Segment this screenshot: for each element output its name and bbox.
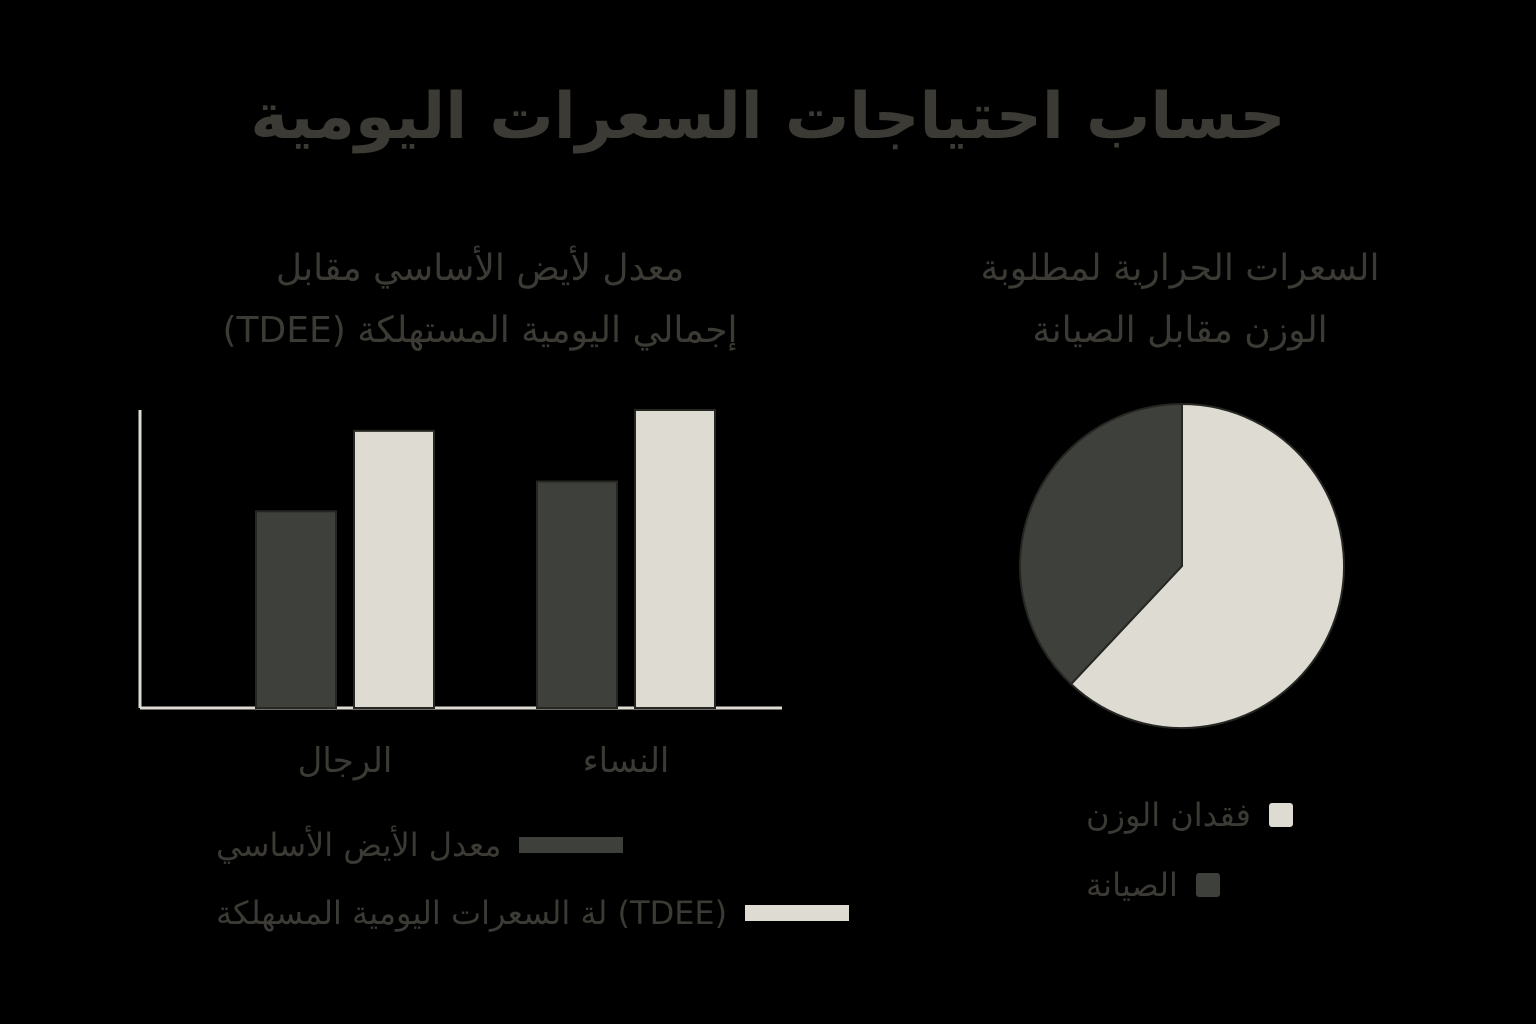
bar-legend-swatch-bmr bbox=[519, 837, 624, 853]
pie-legend-label-weight-loss: فقدان الوزن bbox=[1086, 796, 1251, 834]
pie-legend-item-maintenance: الصيانة bbox=[1086, 866, 1220, 904]
pie-legend-swatch-weight-loss bbox=[1268, 803, 1293, 827]
bar-legend-swatch-tdee bbox=[745, 905, 850, 921]
bar-legend-item-bmr: معدل الأيض الأساسي bbox=[216, 826, 624, 864]
pie-chart bbox=[1019, 402, 1345, 729]
bar-chart-title-line-2: إجمالي اليومية المستهلكة (TDEE) bbox=[222, 310, 738, 351]
bar-1-series-1 bbox=[634, 409, 716, 709]
pie-legend-label-maintenance: الصيانة bbox=[1086, 866, 1178, 904]
pie-slice-1 bbox=[1019, 402, 1183, 686]
pie-chart-title-line-1: السعرات الحرارية لمطلوبة bbox=[980, 248, 1380, 289]
category-label-0: الرجال bbox=[298, 741, 393, 781]
pie-chart-title-line-2: الوزن مقابل الصيانة bbox=[1032, 310, 1328, 351]
bar-legend-label-tdee: (TDEE) لة السعرات اليومية المسهلكة bbox=[216, 894, 728, 932]
bar-legend-label-bmr: معدل الأيض الأساسي bbox=[216, 826, 502, 864]
pie-legend-swatch-maintenance bbox=[1195, 873, 1220, 897]
category-label-1: النساء bbox=[583, 741, 670, 781]
pie-chart-title: السعرات الحرارية لمطلوبة الوزن مقابل الص… bbox=[900, 238, 1460, 362]
bar-1-series-0 bbox=[536, 480, 618, 709]
page-title: حساب احتياجات السعرات اليومية bbox=[250, 80, 1286, 154]
bar-chart-title-line-1: معدل لأيض الأساسي مقابل bbox=[275, 248, 685, 289]
bar-0-series-0 bbox=[255, 510, 337, 709]
bar-0-series-1 bbox=[353, 429, 435, 709]
bar-chart-title: معدل لأيض الأساسي مقابل إجمالي اليومية ا… bbox=[130, 238, 830, 362]
bar-chart: الرجال النساء bbox=[138, 409, 782, 781]
pie-slice-0 bbox=[1069, 402, 1345, 729]
bar-legend-item-tdee: (TDEE) لة السعرات اليومية المسهلكة bbox=[216, 894, 850, 932]
pie-legend-item-weight-loss: فقدان الوزن bbox=[1086, 796, 1293, 834]
